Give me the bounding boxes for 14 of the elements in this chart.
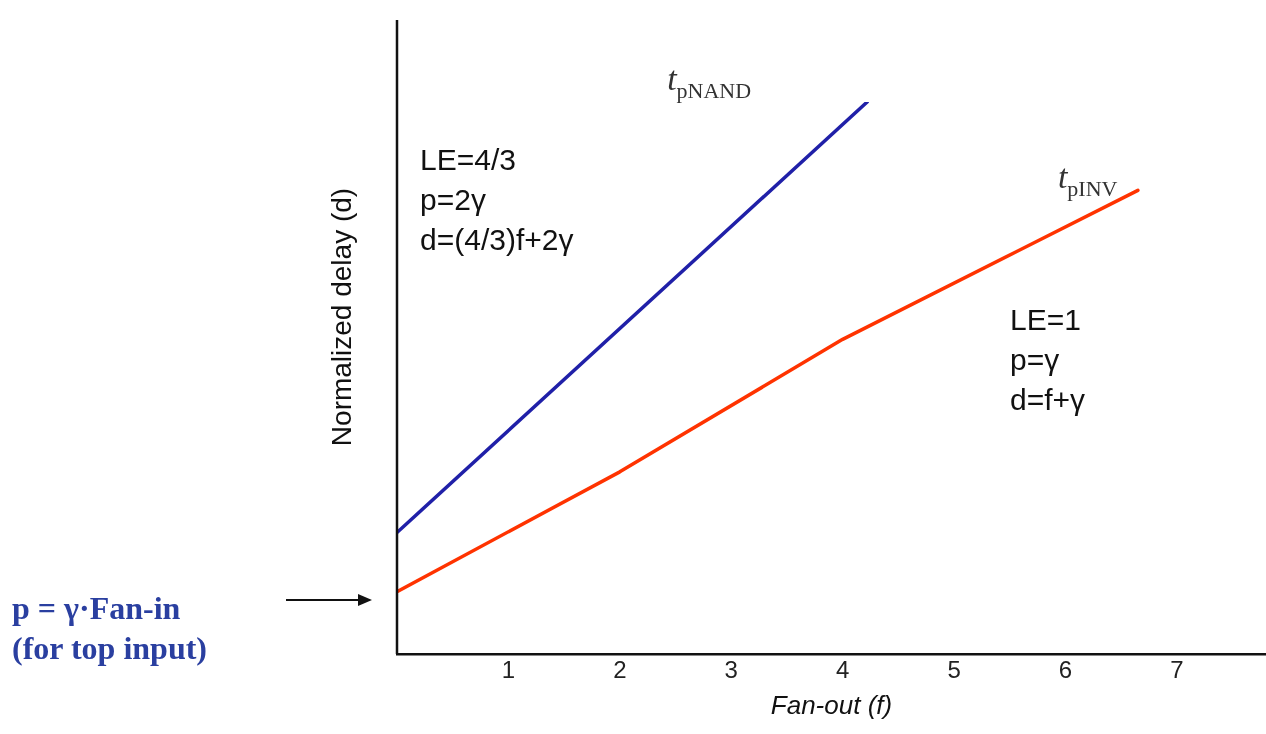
x-tick-label: 6 <box>1058 656 1073 684</box>
text: p = γ·Fan-in (for top input) <box>12 589 207 668</box>
x-tick-label: 3 <box>724 656 738 684</box>
text: t$_{pNAND}$ <box>667 60 752 104</box>
annotation: LE=4/3 p=2γ d=(4/3)f+2γ <box>420 142 574 258</box>
x-tick-label: 5 <box>947 656 961 684</box>
annotation: LE=1 p=γ d=f+γ <box>1010 302 1086 418</box>
x-tick-label: 7 <box>1170 656 1184 684</box>
x-tick-label: 1 <box>501 656 516 684</box>
x-axis-title: Fan-out (f) <box>770 689 893 720</box>
x-tick-label: 2 <box>613 656 627 684</box>
series-label: t$_{pINV}$ <box>1057 158 1118 203</box>
x-tick-label: 4 <box>835 656 850 684</box>
y-axis-title: Normalized delay (d) <box>326 187 359 447</box>
